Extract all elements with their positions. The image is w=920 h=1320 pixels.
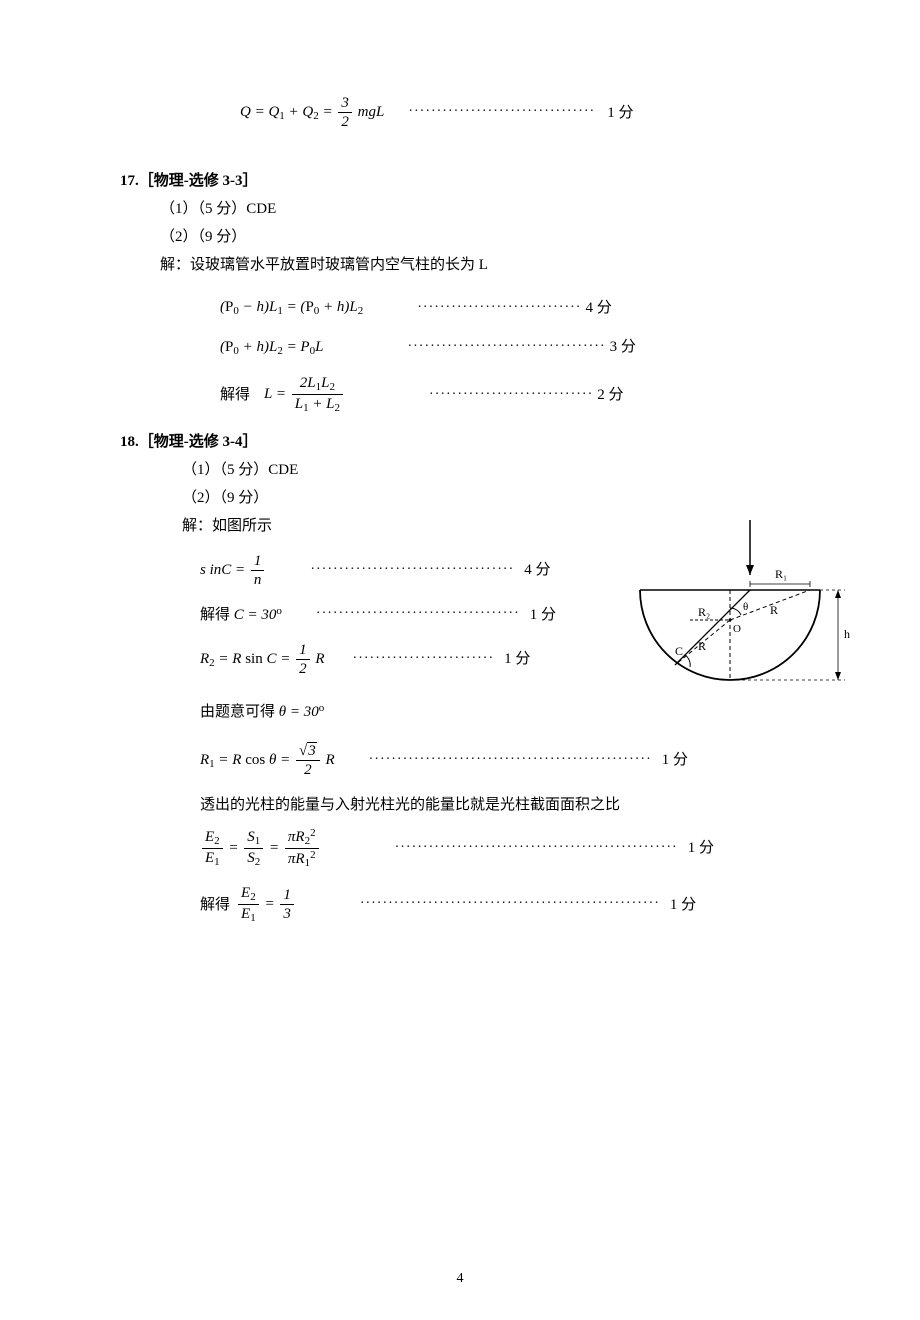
dots: ········································… — [356, 893, 664, 915]
optics-diagram: R₁ R₂ O R θ C R h — [620, 520, 860, 720]
label-r: R — [770, 603, 778, 617]
label-r-lower: R — [698, 639, 706, 653]
q17-intro: 解：设玻璃管水平放置时玻璃管内空气柱的长为 L — [160, 253, 820, 277]
score: 1 分 — [662, 748, 688, 772]
label-o: O — [733, 623, 741, 635]
q18-part2: （2）（9 分） — [182, 486, 820, 510]
score: 1 分 — [670, 893, 696, 917]
label-c: C — [675, 644, 683, 658]
txt: mgL — [354, 104, 384, 120]
q17-eq3: 解得 L = 2L1L2L1 + L2 ····················… — [220, 374, 820, 415]
q18-eq5: R1 = R cos θ = √32 R ···················… — [200, 742, 820, 779]
score: 1 分 — [530, 603, 556, 627]
q18-eq8-expr: E2E1 = 13 — [236, 884, 296, 925]
q17-eq1: (P0 − h)L1 = (P0 + h)L2 ················… — [220, 295, 820, 321]
txt: + Q — [285, 104, 313, 120]
q18-eq5-expr: R1 = R cos θ = √32 R — [200, 742, 335, 779]
dots: ························· — [349, 648, 499, 670]
eq-q-total: Q = Q1 + Q2 = 32 mgL ···················… — [240, 94, 820, 131]
q18-eq3-expr: R2 = R sin C = 12 R — [200, 641, 325, 678]
q18-eq2-label: 解得 C = 30o — [200, 603, 282, 627]
label-h: h — [844, 627, 850, 641]
page-number: 4 — [0, 1268, 920, 1290]
txt: Q = Q — [240, 104, 279, 120]
dots: ··································· — [403, 336, 609, 358]
dots: ···································· — [306, 559, 518, 581]
h-arrow-up-icon — [835, 590, 841, 598]
q17-part1: （1）（5 分）CDE — [160, 197, 820, 221]
optics-diagram-svg: R₁ R₂ O R θ C R h — [620, 520, 860, 720]
q18-eq8: 解得 E2E1 = 13 ···························… — [200, 884, 820, 925]
q18-eq1-expr: s inC = 1n — [200, 552, 266, 589]
q17-header: 17.［物理-选修 3-3］ — [120, 169, 820, 193]
den: n — [251, 571, 265, 589]
score: 1 分 — [504, 647, 530, 671]
q17-eq2: (P0 + h)L2 = P0L ·······················… — [220, 335, 820, 361]
label-theta: θ — [743, 601, 748, 613]
dots: ········································… — [391, 837, 682, 859]
score: 4 分 — [524, 558, 550, 582]
q17-part2: （2）（9 分） — [160, 225, 820, 249]
label: 解得 — [220, 383, 250, 407]
den: 2 — [296, 660, 310, 678]
q17-eq2-txt: (P0 + h)L2 = P0L — [220, 335, 323, 361]
label-r2: R₂ — [698, 605, 710, 619]
den: 2 — [338, 113, 352, 131]
q18-eq7-expr: E2E1 = S1S2 = πR22πR12 — [200, 827, 321, 870]
eq-q-total-expr: Q = Q1 + Q2 = 32 mgL — [240, 94, 384, 131]
num: 3 — [338, 94, 352, 113]
den: 3 — [280, 905, 294, 923]
score: 1 分 — [607, 101, 633, 125]
q18-header: 18.［物理-选修 3-4］ — [120, 430, 820, 454]
score: 4 分 — [585, 296, 611, 320]
score: 2 分 — [597, 383, 623, 407]
q18-eq6: 透出的光柱的能量与入射光柱光的能量比就是光柱截面面积之比 — [200, 793, 820, 817]
txt: = — [319, 104, 337, 120]
num: 1 — [251, 552, 265, 571]
q17-eq3-expr: L = 2L1L2L1 + L2 — [264, 374, 345, 415]
score: 1 分 — [688, 836, 714, 860]
num: 1 — [296, 641, 310, 660]
q18-eq7: E2E1 = S1S2 = πR22πR12 ·················… — [200, 827, 820, 870]
arrowhead-icon — [746, 565, 754, 575]
page: Q = Q1 + Q2 = 32 mgL ···················… — [0, 0, 920, 1320]
num: 1 — [280, 886, 294, 905]
score: 3 分 — [610, 335, 636, 359]
dots: ···································· — [312, 603, 524, 625]
h-arrow-down-icon — [835, 672, 841, 680]
q17-eq1-txt: (P0 − h)L1 = (P0 + h)L2 — [220, 295, 363, 321]
dots: ································· — [404, 101, 599, 123]
q18-part1: （1）（5 分）CDE — [182, 458, 820, 482]
dots: ········································… — [365, 749, 656, 771]
dots: ····························· — [425, 384, 597, 406]
label-r1: R₁ — [775, 567, 787, 581]
label: 解得 — [200, 893, 230, 917]
dots: ····························· — [413, 297, 585, 319]
